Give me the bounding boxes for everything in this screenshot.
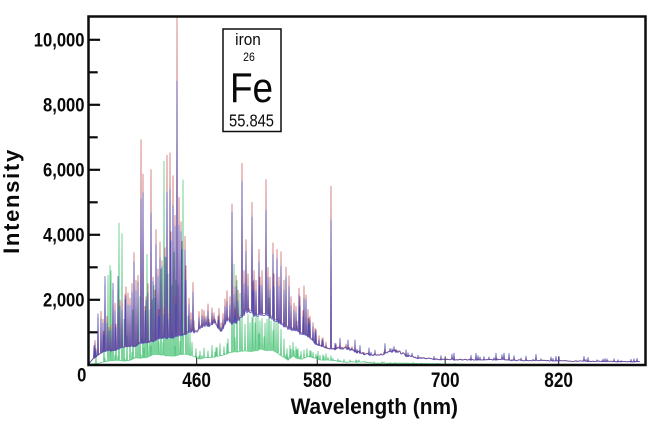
svg-text:Fe: Fe (230, 65, 273, 112)
svg-text:iron: iron (235, 32, 261, 49)
svg-text:6,000: 6,000 (43, 160, 85, 181)
svg-text:8,000: 8,000 (43, 95, 85, 116)
svg-text:700: 700 (431, 368, 460, 392)
svg-text:10,000: 10,000 (34, 30, 85, 51)
svg-text:0: 0 (77, 364, 86, 385)
svg-text:460: 460 (182, 368, 211, 392)
svg-text:Wavelength (nm): Wavelength (nm) (291, 395, 458, 420)
svg-text:4,000: 4,000 (43, 225, 85, 246)
svg-text:2,000: 2,000 (43, 290, 85, 311)
svg-text:26: 26 (243, 51, 255, 64)
svg-text:55.845: 55.845 (229, 111, 274, 130)
svg-text:820: 820 (544, 368, 573, 392)
svg-text:580: 580 (303, 368, 332, 392)
svg-text:Intensity: Intensity (0, 148, 24, 254)
